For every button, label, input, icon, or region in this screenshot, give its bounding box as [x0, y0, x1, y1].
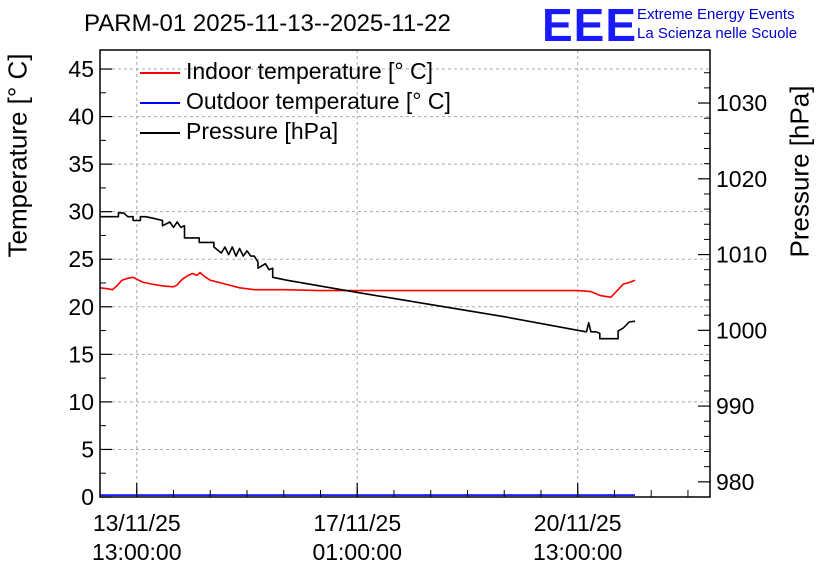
plot-frame — [99, 49, 711, 498]
y-tick-label-45: 45 — [68, 56, 94, 82]
grid-lines — [100, 50, 710, 497]
y-tick-label-40: 40 — [68, 104, 94, 130]
y2-tick-label-1000: 1000 — [716, 317, 767, 343]
legend-swatch-indoor — [140, 72, 180, 74]
y-tick-label-15: 15 — [68, 341, 94, 367]
y-axis-left-label: Temperature [° C] — [2, 53, 33, 258]
x-tick-label-date-0: 13/11/25 — [93, 510, 181, 536]
y2-tick-label-1030: 1030 — [716, 90, 767, 116]
x-tick-label-time-3: 01:00:00 — [312, 539, 402, 565]
y2-tick-label-980: 980 — [716, 469, 754, 495]
y-tick-label-25: 25 — [68, 246, 94, 272]
y-tick-label-5: 5 — [81, 436, 94, 462]
series-pressure — [100, 212, 636, 340]
y2-tick-label-1010: 1010 — [716, 242, 767, 268]
series-indoor-temperature — [99, 271, 636, 299]
x-tick-label-date-3: 17/11/25 — [313, 510, 401, 536]
y2-tick-label-1020: 1020 — [716, 166, 767, 192]
legend-swatch-pressure — [140, 132, 180, 134]
legend-swatch-outdoor — [140, 102, 180, 104]
x-tick-label-time-0: 13:00:00 — [92, 539, 182, 565]
logo-line-2: La Scienza nelle Scuole — [637, 25, 798, 42]
y2-tick-label-990: 990 — [716, 393, 754, 419]
series-group — [99, 212, 636, 496]
logo-line-1: Extreme Energy Events — [637, 6, 795, 23]
x-axis: 13/11/25 13:00:00 17/11/25 01:00:00 20/11/25… — [92, 483, 689, 565]
chart-title: PARM-01 2025-11-13--2025-11-22 — [84, 10, 451, 37]
y-axis-left: 0 5 10 15 20 25 30 35 40 45 — [68, 56, 112, 510]
y-tick-label-35: 35 — [68, 151, 94, 177]
y-tick-label-30: 30 — [68, 199, 94, 225]
x-tick-label-date-6: 20/11/25 — [534, 510, 622, 536]
legend-label-indoor: Indoor temperature [° C] — [186, 58, 433, 84]
y-tick-label-20: 20 — [68, 294, 94, 320]
y-axis-right-label: Pressure [hPa] — [784, 85, 815, 258]
eee-logo: EEE — [542, 0, 638, 51]
legend-label-outdoor: Outdoor temperature [° C] — [186, 88, 451, 114]
y-axis-right: 980 990 1000 1010 1020 1030 — [698, 72, 767, 495]
x-tick-label-time-6: 13:00:00 — [533, 539, 623, 565]
y-tick-label-10: 10 — [68, 389, 94, 415]
legend-label-pressure: Pressure [hPa] — [186, 118, 339, 144]
y-tick-label-0: 0 — [81, 484, 94, 510]
